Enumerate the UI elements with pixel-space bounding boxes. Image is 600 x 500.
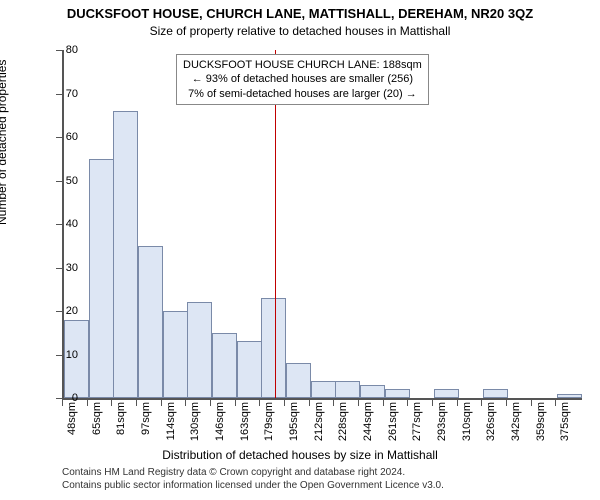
histogram-bar	[311, 381, 336, 398]
x-tick-label: 114sqm	[165, 402, 177, 448]
histogram-bar	[557, 394, 582, 398]
x-tick-mark	[358, 400, 359, 406]
y-axis-label: Number of detached properties	[0, 60, 9, 225]
x-tick-label: 326sqm	[485, 402, 497, 448]
y-tick-label: 50	[48, 175, 78, 187]
y-tick-mark	[56, 398, 62, 399]
x-tick-label: 244sqm	[362, 402, 374, 448]
x-tick-label: 48sqm	[66, 402, 78, 448]
x-tick-mark	[457, 400, 458, 406]
y-tick-mark	[56, 268, 62, 269]
y-tick-label: 40	[48, 218, 78, 230]
x-tick-label: 293sqm	[436, 402, 448, 448]
x-tick-mark	[481, 400, 482, 406]
x-tick-mark	[235, 400, 236, 406]
footer-line-1: Contains HM Land Registry data © Crown c…	[62, 466, 444, 479]
x-tick-label: 277sqm	[411, 402, 423, 448]
y-tick-mark	[56, 355, 62, 356]
y-tick-mark	[56, 50, 62, 51]
x-tick-label: 212sqm	[313, 402, 325, 448]
footer-line-2: Contains public sector information licen…	[62, 479, 444, 492]
x-tick-label: 342sqm	[510, 402, 522, 448]
x-tick-mark	[333, 400, 334, 406]
x-tick-mark	[210, 400, 211, 406]
x-tick-mark	[506, 400, 507, 406]
x-tick-mark	[432, 400, 433, 406]
histogram-bar	[237, 341, 262, 398]
callout-box: DUCKSFOOT HOUSE CHURCH LANE: 188sqm← 93%…	[176, 54, 429, 105]
x-tick-label: 163sqm	[239, 402, 251, 448]
x-tick-mark	[259, 400, 260, 406]
x-tick-label: 179sqm	[263, 402, 275, 448]
x-tick-mark	[309, 400, 310, 406]
x-tick-mark	[161, 400, 162, 406]
x-tick-mark	[555, 400, 556, 406]
x-tick-label: 261sqm	[387, 402, 399, 448]
x-tick-mark	[62, 400, 63, 406]
callout-line: 7% of semi-detached houses are larger (2…	[183, 87, 422, 101]
x-tick-label: 146sqm	[214, 402, 226, 448]
histogram-bar	[385, 389, 410, 398]
histogram-bar	[360, 385, 385, 398]
y-tick-mark	[56, 224, 62, 225]
histogram-bar	[113, 111, 138, 398]
y-tick-label: 80	[48, 44, 78, 56]
histogram-bar	[163, 311, 188, 398]
y-tick-label: 60	[48, 131, 78, 143]
histogram-bar	[483, 389, 508, 398]
x-tick-label: 375sqm	[559, 402, 571, 448]
x-axis-label: Distribution of detached houses by size …	[0, 448, 600, 462]
x-tick-mark	[111, 400, 112, 406]
histogram-bar	[187, 302, 212, 398]
x-tick-mark	[383, 400, 384, 406]
histogram-bar	[335, 381, 360, 398]
x-tick-label: 195sqm	[288, 402, 300, 448]
histogram-bar	[434, 389, 459, 398]
plot-area: DUCKSFOOT HOUSE CHURCH LANE: 188sqm← 93%…	[62, 50, 582, 400]
x-tick-label: 359sqm	[535, 402, 547, 448]
x-tick-mark	[185, 400, 186, 406]
y-tick-label: 30	[48, 262, 78, 274]
x-tick-mark	[87, 400, 88, 406]
y-tick-label: 20	[48, 305, 78, 317]
x-tick-label: 310sqm	[461, 402, 473, 448]
histogram-bar	[212, 333, 237, 398]
callout-line: ← 93% of detached houses are smaller (25…	[183, 72, 422, 86]
y-tick-label: 70	[48, 88, 78, 100]
chart-subtitle: Size of property relative to detached ho…	[0, 24, 600, 38]
x-tick-label: 228sqm	[337, 402, 349, 448]
x-tick-mark	[531, 400, 532, 406]
callout-line: DUCKSFOOT HOUSE CHURCH LANE: 188sqm	[183, 58, 422, 72]
histogram-bar	[89, 159, 114, 398]
y-tick-mark	[56, 181, 62, 182]
chart-container: DUCKSFOOT HOUSE, CHURCH LANE, MATTISHALL…	[0, 0, 600, 500]
footer-text: Contains HM Land Registry data © Crown c…	[62, 466, 444, 492]
y-tick-mark	[56, 94, 62, 95]
histogram-bar	[138, 246, 163, 398]
x-tick-label: 130sqm	[189, 402, 201, 448]
y-tick-mark	[56, 137, 62, 138]
x-tick-mark	[136, 400, 137, 406]
x-tick-label: 97sqm	[140, 402, 152, 448]
histogram-bar	[286, 363, 311, 398]
chart-title: DUCKSFOOT HOUSE, CHURCH LANE, MATTISHALL…	[0, 6, 600, 21]
y-tick-label: 10	[48, 349, 78, 361]
x-tick-mark	[284, 400, 285, 406]
y-tick-mark	[56, 311, 62, 312]
x-tick-mark	[407, 400, 408, 406]
x-tick-label: 81sqm	[115, 402, 127, 448]
x-tick-label: 65sqm	[91, 402, 103, 448]
